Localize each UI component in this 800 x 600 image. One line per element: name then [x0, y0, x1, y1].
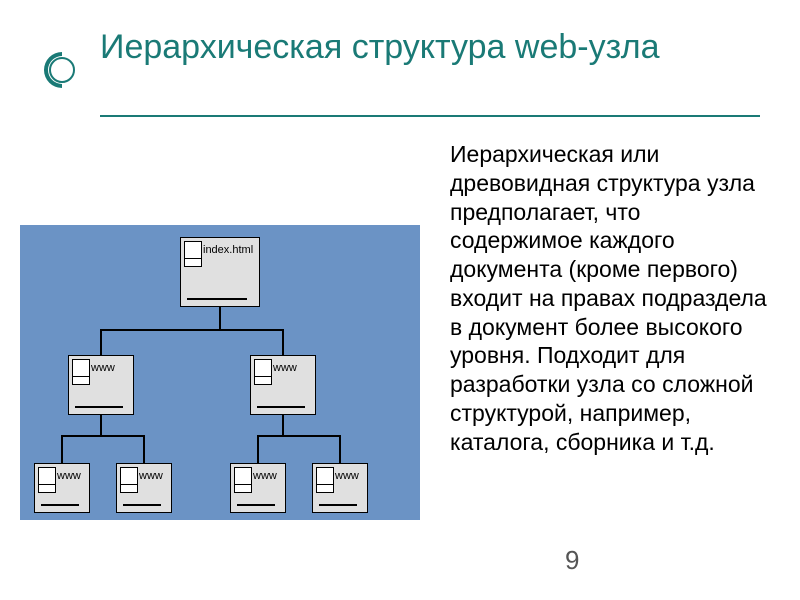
- tree-edge: [219, 307, 221, 329]
- node-underline: [237, 504, 275, 506]
- tree-node: index.html: [180, 237, 260, 307]
- tree-edge: [143, 435, 145, 463]
- document-icon: [184, 241, 202, 267]
- tree-node: www: [312, 463, 368, 513]
- node-underline: [41, 504, 79, 506]
- tree-node-label: www: [335, 470, 359, 482]
- tree-node-label: www: [139, 470, 163, 482]
- node-underline: [257, 406, 305, 408]
- tree-node: www: [116, 463, 172, 513]
- tree-node: www: [250, 355, 316, 415]
- tree-edge: [282, 415, 284, 435]
- document-icon: [72, 359, 90, 385]
- tree-node: www: [68, 355, 134, 415]
- tree-edge: [257, 435, 339, 437]
- tree-edge: [100, 329, 282, 331]
- tree-node: www: [230, 463, 286, 513]
- document-icon: [254, 359, 272, 385]
- tree-node-label: index.html: [203, 244, 253, 256]
- tree-node-label: www: [91, 362, 115, 374]
- document-icon: [234, 467, 252, 493]
- node-underline: [187, 298, 247, 300]
- slide: Иерархическая структура web-узла Иерархи…: [0, 0, 800, 600]
- tree-edge: [339, 435, 341, 463]
- tree-edge: [257, 435, 259, 463]
- page-number: 9: [565, 545, 579, 576]
- tree-edge: [282, 329, 284, 355]
- node-underline: [123, 504, 161, 506]
- document-icon: [38, 467, 56, 493]
- tree-node-label: www: [253, 470, 277, 482]
- tree-node: www: [34, 463, 90, 513]
- title-bullet-icon: [42, 50, 82, 90]
- slide-title: Иерархическая структура web-узла: [100, 28, 740, 67]
- tree-edge: [61, 435, 63, 463]
- document-icon: [316, 467, 334, 493]
- tree-edge: [61, 435, 143, 437]
- body-text: Иерархическая или древовидная структура …: [450, 140, 770, 456]
- hierarchy-diagram: index.html www www www www www www: [20, 225, 420, 520]
- document-icon: [120, 467, 138, 493]
- node-underline: [75, 406, 123, 408]
- node-underline: [319, 504, 357, 506]
- tree-node-label: www: [57, 470, 81, 482]
- tree-node-label: www: [273, 362, 297, 374]
- tree-edge: [100, 415, 102, 435]
- title-underline: [100, 115, 760, 117]
- tree-edge: [100, 329, 102, 355]
